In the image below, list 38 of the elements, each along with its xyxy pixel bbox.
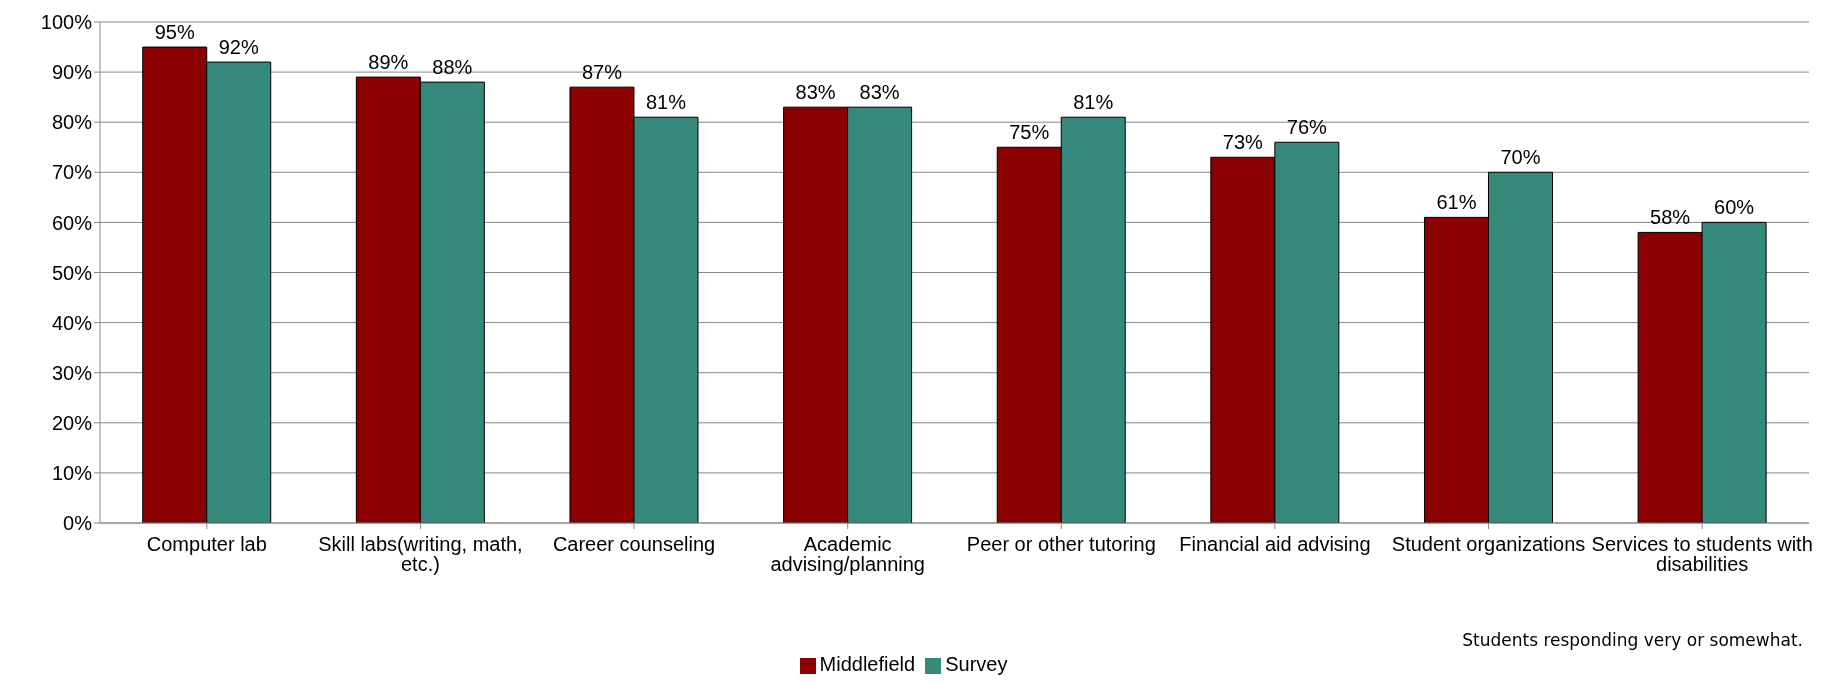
data-label: 83% — [859, 81, 900, 104]
data-label: 81% — [645, 91, 687, 114]
y-tick-label: 20% — [51, 411, 93, 434]
x-tick-label: Career counseling — [552, 533, 716, 556]
y-tick-label: 40% — [51, 311, 93, 334]
y-tick-label: 70% — [51, 161, 93, 184]
x-tick-label: Student organizations — [1391, 533, 1586, 556]
y-tick-label: 30% — [51, 361, 93, 384]
data-label: 83% — [795, 81, 836, 104]
data-label: 88% — [432, 56, 473, 79]
data-label: 58% — [1650, 206, 1691, 229]
data-label: 95% — [154, 21, 195, 44]
data-label: 92% — [218, 36, 259, 59]
data-label: 89% — [368, 51, 409, 74]
x-tick-label: Academic advising/planning — [770, 533, 925, 576]
data-label: 60% — [1714, 196, 1755, 219]
y-tick-label: 10% — [51, 462, 93, 484]
y-tick-label: 90% — [51, 61, 93, 84]
x-tick-label: Peer or other tutoring — [966, 533, 1156, 556]
y-tick-label: 0% — [63, 512, 93, 535]
data-label: 73% — [1222, 131, 1264, 154]
text: Students responding very or somewhat. — [1462, 630, 1803, 650]
legend-label: Survey — [945, 653, 1008, 675]
data-label: 61% — [1436, 191, 1477, 214]
x-tick-label: Services to students with disabilities — [1591, 533, 1813, 576]
x-tick-label: Computer lab — [146, 533, 267, 556]
data-label: 76% — [1286, 116, 1328, 139]
data-label: 75% — [1009, 121, 1050, 144]
legend-label: Middlefield — [819, 653, 916, 675]
y-tick-label: 60% — [51, 211, 93, 234]
y-tick-label: 80% — [51, 111, 93, 134]
x-tick-label: Skill labs(writing, math, etc.) — [318, 533, 523, 576]
y-tick-label: 100% — [40, 11, 93, 34]
data-label: 70% — [1500, 146, 1541, 169]
data-label: 87% — [581, 61, 623, 84]
y-tick-label: 50% — [51, 261, 93, 284]
data-label: 81% — [1073, 91, 1114, 114]
x-tick-label: Financial aid advising — [1179, 533, 1371, 556]
